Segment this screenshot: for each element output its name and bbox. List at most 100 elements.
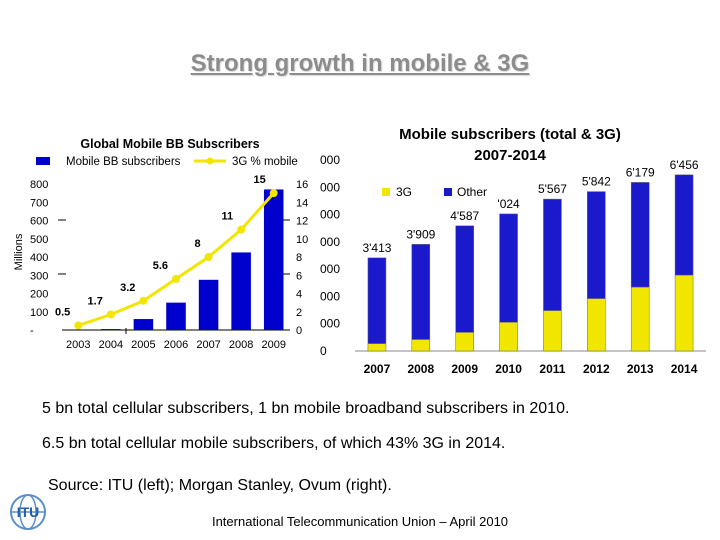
right-tick-label: 000	[320, 180, 340, 194]
other-bar-2013	[630, 182, 650, 288]
other-bar-2012	[587, 191, 606, 299]
3g-bar-2009	[455, 332, 474, 352]
line-3g-label-2009: 15	[253, 174, 265, 186]
line-3g-label-2006: 5.6	[153, 260, 168, 272]
left-tick-label: 800	[30, 179, 48, 191]
legend-bb-label: Mobile BB subscribers	[66, 156, 181, 168]
right-x-label-2013: 2013	[627, 362, 654, 376]
legend-other-swatch	[444, 188, 452, 196]
right-x-label-2012: 2012	[583, 362, 610, 376]
bullet-2014: 6.5 bn total cellular mobile subscribers…	[42, 435, 506, 452]
total-label-2014: 6'456	[670, 158, 699, 172]
left-tick-label: 400	[30, 252, 48, 264]
line-3g-point-2009	[269, 189, 278, 198]
line-3g-point-2008	[237, 225, 246, 234]
left-tick-label: 700	[30, 197, 48, 209]
mobile-subscribers-chart: Mobile subscribers (total & 3G) 2007-2014…	[310, 118, 710, 386]
bb-bar-2007	[198, 279, 219, 330]
legend-3g-label: 3G % mobile	[232, 156, 298, 168]
total-label-2010: '024	[497, 197, 520, 211]
bb-bar-2008	[231, 252, 251, 330]
left-chart-header-bg	[60, 128, 310, 180]
right-x-label-2011: 2011	[539, 362, 565, 376]
line-3g-point-2007	[204, 253, 213, 261]
bb-bar-2009	[263, 189, 284, 330]
total-label-2011: 5'567	[538, 182, 567, 196]
total-label-2008: 3'909	[406, 227, 435, 241]
right-chart-subtitle: 2007-2014	[474, 147, 546, 164]
3g-bar-2012	[587, 298, 606, 352]
right-tick-label: 000	[320, 208, 340, 222]
bb-bar-2005	[133, 319, 154, 330]
other-bar-2010	[499, 213, 518, 323]
right-tick-label: 6	[296, 270, 302, 282]
total-label-2012: 5'842	[582, 175, 611, 189]
left-chart-title: Global Mobile BB Subscribers	[80, 137, 259, 151]
other-bar-2009	[455, 225, 474, 333]
right-tick-label: 000	[320, 262, 340, 276]
right-x-label-2009: 2009	[451, 362, 478, 376]
legend-3g-marker	[206, 157, 214, 165]
left-x-label-2009: 2009	[261, 339, 285, 351]
bullet-2010: 5 bn total cellular subscribers, 1 bn mo…	[42, 400, 570, 417]
right-x-label-2008: 2008	[407, 362, 434, 376]
right-tick-label: 4	[296, 289, 302, 301]
line-3g-point-2005	[139, 296, 148, 305]
right-tick-label: 0	[320, 344, 327, 358]
right-tick-label: 10	[296, 234, 308, 246]
footer-text: International Telecommunication Union – …	[211, 514, 509, 529]
right-tick-label: 000	[320, 235, 340, 249]
total-label-2007: 3'413	[362, 241, 391, 255]
right-tick-label: 12	[296, 216, 308, 228]
3g-bar-2010	[499, 322, 518, 352]
right-x-label-2007: 2007	[364, 362, 391, 376]
left-x-label-2006: 2006	[164, 339, 188, 351]
right-tick-label: 14	[296, 197, 308, 209]
right-tick-label: 000	[320, 317, 340, 331]
other-bar-2014	[674, 174, 694, 276]
3g-bar-2013	[630, 286, 650, 352]
bullet-list: 5 bn total cellular subscribers, 1 bn mo…	[42, 400, 569, 470]
other-bar-2011	[543, 198, 562, 311]
left-x-label-2004: 2004	[99, 339, 123, 351]
itu-logo-icon: ITU	[10, 494, 46, 530]
legend-3g-label: 3G	[396, 185, 412, 199]
right-tick-label: 0	[296, 325, 302, 337]
left-tick-label: -	[30, 325, 34, 337]
right-chart-title: Mobile subscribers (total & 3G)	[399, 126, 621, 143]
source-note: Source: ITU (left); Morgan Stanley, Ovum…	[48, 477, 392, 494]
3g-bar-2008	[411, 339, 431, 352]
other-bar-2008	[411, 244, 431, 340]
logo-lettering: ITU	[17, 504, 40, 520]
right-x-label-2010: 2010	[495, 362, 522, 376]
left-tick-label: 100	[30, 307, 48, 319]
left-x-label-2005: 2005	[131, 339, 155, 351]
left-x-label-2003: 2003	[66, 339, 90, 351]
right-tick-label: 8	[296, 252, 302, 264]
line-3g-point-2004	[106, 310, 115, 319]
3g-bar-2014	[674, 274, 694, 352]
3g-bar-2007	[367, 343, 387, 352]
left-tick-label: 500	[30, 234, 48, 246]
line-3g-label-2004: 1.7	[88, 295, 103, 307]
line-3g-label-2007: 8	[194, 238, 200, 250]
bb-bar-2004	[101, 329, 121, 330]
legend-3g-swatch	[382, 188, 390, 196]
line-3g-label-2008: 11	[222, 211, 234, 223]
left-tick-label: 300	[30, 270, 48, 282]
other-bar-2007	[367, 257, 387, 344]
right-tick-label: 16	[296, 179, 308, 191]
bb-bar-2006	[166, 302, 186, 330]
right-tick-label: 000	[320, 289, 340, 303]
left-tick-label: 200	[30, 289, 48, 301]
total-label-2013: 6'179	[626, 165, 655, 179]
right-tick-label: 000	[320, 153, 340, 167]
legend-bb-swatch	[36, 157, 50, 165]
line-3g-point-2003	[74, 321, 83, 330]
right-x-label-2014: 2014	[671, 362, 698, 376]
line-3g-label-2003: 0.5	[55, 306, 70, 318]
global-mobile-bb-chart: Global Mobile BB Subscribers Mobile BB su…	[13, 128, 310, 351]
left-x-label-2008: 2008	[229, 339, 253, 351]
3g-bar-2011	[543, 310, 562, 352]
line-3g-label-2005: 3.2	[120, 282, 135, 294]
